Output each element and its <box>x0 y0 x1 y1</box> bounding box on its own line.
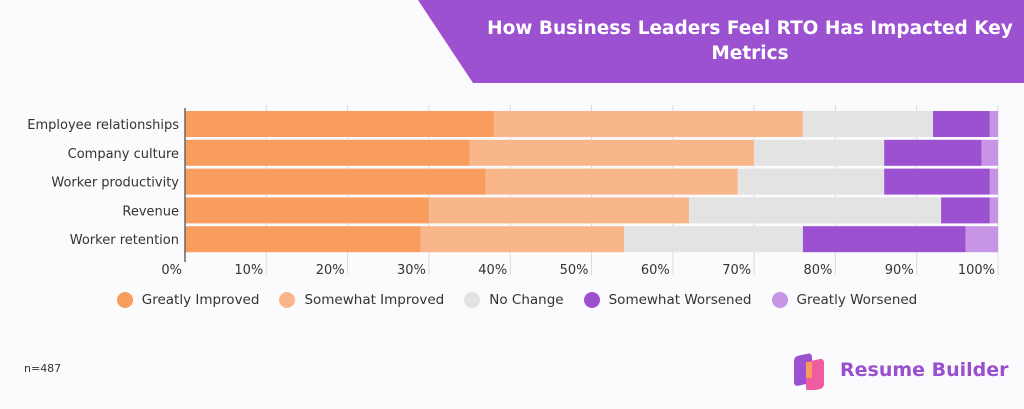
bar-segment <box>624 226 803 253</box>
category-label: Employee relationships <box>27 118 179 133</box>
bar-segment <box>737 168 885 195</box>
bar-segment <box>689 197 942 224</box>
x-tick-label: 60% <box>641 263 670 278</box>
bar-segment <box>420 226 625 253</box>
bar-segment <box>802 111 933 137</box>
bar-segment <box>941 197 990 224</box>
bar-segment <box>989 197 998 224</box>
legend-label: Greatly Worsened <box>796 292 918 308</box>
bar-segment <box>989 111 998 137</box>
x-tick-label: 0% <box>161 263 182 278</box>
sample-size-note: n=487 <box>24 362 62 375</box>
bar-segment <box>989 168 998 195</box>
x-tick-label: 40% <box>478 263 507 278</box>
legend-item: No Change <box>464 292 564 308</box>
bar-segment <box>185 139 470 166</box>
bar-segment <box>965 226 998 253</box>
legend-label: Somewhat Worsened <box>608 292 752 308</box>
bar-segment <box>185 226 421 253</box>
legend-label: Greatly Improved <box>141 292 260 308</box>
bar-segment <box>185 168 486 195</box>
bar-segment <box>485 168 738 195</box>
bar-segment <box>884 139 982 166</box>
x-tick-label: 50% <box>560 263 589 278</box>
bar-segment <box>932 111 990 137</box>
resume-builder-logo: Resume Builder <box>792 350 1009 390</box>
category-label: Worker productivity <box>51 176 179 191</box>
legend-label: Somewhat Improved <box>304 292 445 308</box>
legend-swatch <box>583 292 600 308</box>
chart-title: How Business Leaders Feel RTO Has Impact… <box>487 18 1013 64</box>
category-label: Company culture <box>68 147 179 162</box>
x-tick-label: 10% <box>234 263 263 278</box>
resume-builder-logo-icon <box>794 353 824 390</box>
x-tick-label: 70% <box>722 263 751 278</box>
stacked-bar-chart: 0% 10% 20% 30% 40% 50% 60% 70% 80% 90% 100% Employe… <box>27 105 999 278</box>
legend-item: Greatly Improved <box>116 292 260 308</box>
legend-swatch <box>116 292 133 308</box>
bar-segment <box>754 139 885 166</box>
bar-segment <box>185 111 494 137</box>
legend-swatch <box>464 292 481 308</box>
legend: Greatly Improved Somewhat Improved No Chan… <box>0 292 1024 308</box>
x-tick-label: 80% <box>803 263 832 278</box>
x-tick-label: 100% <box>958 263 995 278</box>
legend-swatch <box>279 292 296 308</box>
brand-name: Resume Builder <box>840 359 1009 381</box>
bar-segment <box>884 168 990 195</box>
title-banner <box>418 0 1024 83</box>
bar-segment <box>185 197 429 224</box>
bar-segment <box>428 197 690 224</box>
bar-segment <box>802 226 966 253</box>
x-tick-label: 90% <box>885 263 914 278</box>
bar-segment <box>493 111 803 137</box>
legend-swatch <box>771 292 788 308</box>
legend-item: Greatly Worsened <box>771 292 918 308</box>
bar-segment <box>981 139 998 166</box>
legend-item: Somewhat Improved <box>279 292 444 308</box>
x-tick-label: 30% <box>397 263 426 278</box>
legend-label: No Change <box>489 292 564 308</box>
x-tick-label: 20% <box>316 263 345 278</box>
category-label: Worker retention <box>70 233 179 248</box>
bar-segment <box>469 139 755 166</box>
category-label: Revenue <box>122 204 179 219</box>
legend-item: Somewhat Worsened <box>583 292 752 308</box>
